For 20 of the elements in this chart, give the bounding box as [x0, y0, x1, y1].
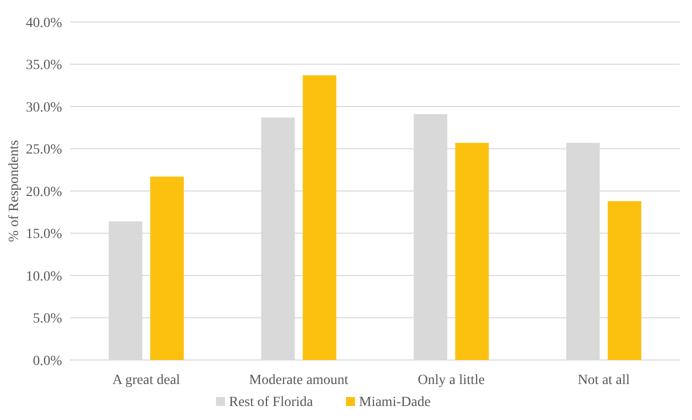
y-tick-label: 15.0%	[26, 227, 62, 242]
bar	[455, 142, 489, 360]
y-tick-label: 25.0%	[26, 142, 62, 158]
legend-label: Rest of Florida	[229, 395, 314, 410]
x-tick-label: Not at all	[578, 373, 630, 388]
y-tick-label: 20.0%	[26, 184, 62, 200]
x-tick-label: Only a little	[418, 373, 485, 388]
bar	[608, 201, 642, 360]
bar	[302, 75, 336, 360]
legend-label: Miami-Dade	[359, 395, 431, 410]
x-tick-label: A great deal	[112, 373, 180, 388]
y-tick-label: 5.0%	[32, 312, 62, 327]
x-tick-label: Moderate amount	[249, 373, 348, 388]
y-tick-label: 35.0%	[26, 58, 62, 74]
y-tick-label: 0.0%	[32, 354, 62, 369]
y-tick-label: 40.0%	[26, 16, 62, 31]
y-tick-label: 10.0%	[26, 269, 62, 284]
y-tick-label: 30.0%	[26, 100, 62, 116]
y-axis-title: % of Respondents	[7, 140, 22, 242]
bar	[150, 176, 184, 360]
